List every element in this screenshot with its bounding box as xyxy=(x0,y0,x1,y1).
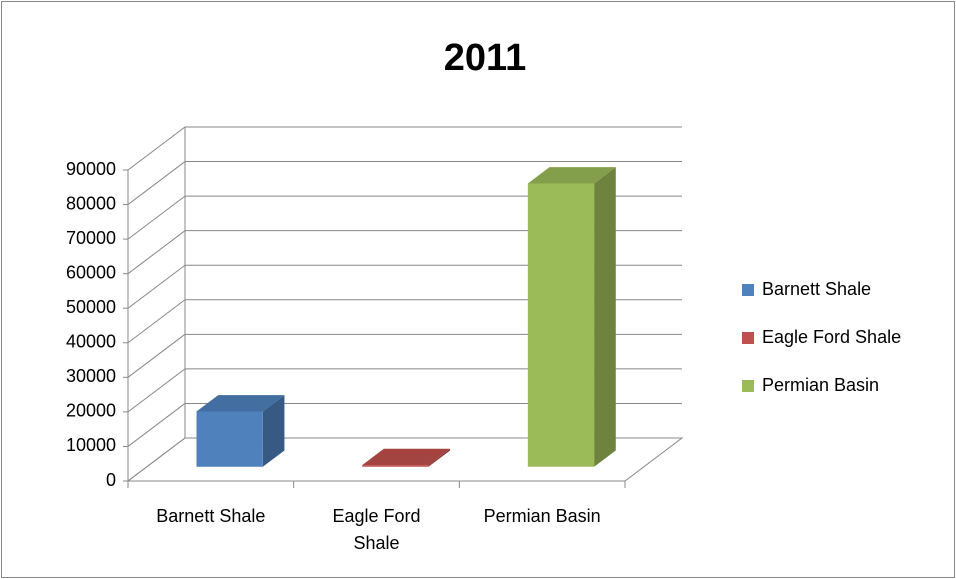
y-tick-label: 90000 xyxy=(66,159,116,179)
chart-title: 2011 xyxy=(444,37,526,79)
x-tick-label: Permian Basin xyxy=(483,506,601,526)
bar-top xyxy=(527,167,616,184)
grid-line xyxy=(127,368,186,413)
bar-side xyxy=(428,448,451,467)
legend-swatch xyxy=(742,380,754,392)
bar xyxy=(196,395,285,467)
y-tick-label: 0 xyxy=(106,470,116,490)
bar-front xyxy=(362,465,429,467)
bar-side xyxy=(594,167,616,467)
grid-line xyxy=(127,299,186,344)
grid-line xyxy=(127,126,186,171)
grid-line xyxy=(127,264,186,309)
legend-swatch xyxy=(742,284,754,296)
bar-top xyxy=(362,448,451,466)
grid-line xyxy=(127,437,186,482)
legend-label: Permian Basin xyxy=(762,375,879,395)
grid-line xyxy=(127,230,186,275)
grid-line xyxy=(127,403,186,447)
legend-label: Barnett Shale xyxy=(762,279,871,299)
grid-line xyxy=(127,161,186,205)
legend-label: Eagle Ford Shale xyxy=(762,327,901,347)
bar-side xyxy=(262,395,285,467)
y-tick-label: 40000 xyxy=(66,332,116,352)
grid-line xyxy=(127,333,186,378)
bar-top xyxy=(196,395,285,412)
y-tick-label: 60000 xyxy=(66,262,116,282)
legend-swatch xyxy=(742,332,754,344)
y-tick-label: 70000 xyxy=(66,228,116,248)
y-tick-label: 20000 xyxy=(66,401,116,421)
y-tick-label: 80000 xyxy=(66,193,116,213)
grid-line xyxy=(127,195,186,240)
bar-front xyxy=(196,411,263,467)
x-tick-label: Eagle Ford Shale xyxy=(332,506,421,553)
bar xyxy=(362,448,451,467)
bar xyxy=(527,167,616,467)
y-tick-label: 10000 xyxy=(66,435,116,455)
x-tick-label: Barnett Shale xyxy=(156,506,266,526)
y-tick-label: 30000 xyxy=(66,366,116,386)
y-tick-label: 50000 xyxy=(66,297,116,317)
bar-front xyxy=(527,183,595,467)
